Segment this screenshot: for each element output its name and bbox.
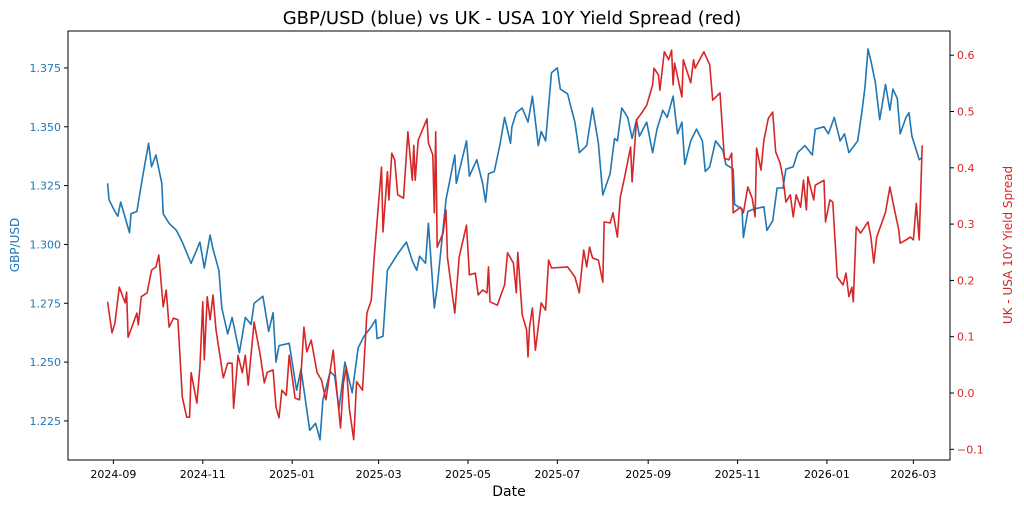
x-tick-label: 2025-11 xyxy=(715,468,761,481)
x-tick-label: 2025-03 xyxy=(356,468,402,481)
gbpusd-series-line xyxy=(106,48,923,441)
left-y-tick-label: 1.375 xyxy=(30,62,62,75)
right-axis-label: UK - USA 10Y Yield Spread xyxy=(1001,166,1015,324)
x-tick-label: 2025-07 xyxy=(534,468,580,481)
x-tick-label: 2025-01 xyxy=(269,468,315,481)
right-y-tick-label: 0.3 xyxy=(957,218,975,231)
left-y-tick-label: 1.325 xyxy=(30,180,62,193)
right-y-tick-label: 0.0 xyxy=(957,387,975,400)
left-y-tick-label: 1.300 xyxy=(30,238,62,251)
x-axis: 2024-09 2024-11 2025-01 2025-03 2025-05 2025-… xyxy=(90,460,936,481)
right-y-axis: −0.1 0.0 0.1 0.2 0.3 0.4 0.5 0.6 xyxy=(950,49,984,456)
left-y-tick-label: 1.275 xyxy=(30,297,62,310)
left-y-axis: 1.225 1.250 1.275 1.300 1.325 1.350 1.375 xyxy=(30,62,68,428)
x-tick-label: 2026-01 xyxy=(804,468,850,481)
x-tick-label: 2025-05 xyxy=(445,468,491,481)
x-tick-label: 2025-09 xyxy=(625,468,671,481)
left-y-tick-label: 1.250 xyxy=(30,356,62,369)
right-y-tick-label: 0.4 xyxy=(957,162,975,175)
left-axis-label: GBP/USD xyxy=(8,218,22,272)
left-y-tick-label: 1.350 xyxy=(30,121,62,134)
yield-spread-series-line xyxy=(106,49,923,441)
x-tick-label: 2026-03 xyxy=(890,468,936,481)
right-y-tick-label: −0.1 xyxy=(957,443,984,456)
x-tick-label: 2024-11 xyxy=(180,468,226,481)
chart-title: GBP/USD (blue) vs UK - USA 10Y Yield Spr… xyxy=(283,8,742,29)
x-axis-label: Date xyxy=(492,484,525,500)
right-y-tick-label: 0.1 xyxy=(957,331,975,344)
plot-area xyxy=(67,30,951,461)
right-y-tick-label: 0.5 xyxy=(957,106,975,119)
left-y-tick-label: 1.225 xyxy=(30,415,62,428)
right-y-tick-label: 0.2 xyxy=(957,274,975,287)
right-y-tick-label: 0.6 xyxy=(957,49,975,62)
x-tick-label: 2024-09 xyxy=(90,468,136,481)
series-layer xyxy=(106,48,923,441)
